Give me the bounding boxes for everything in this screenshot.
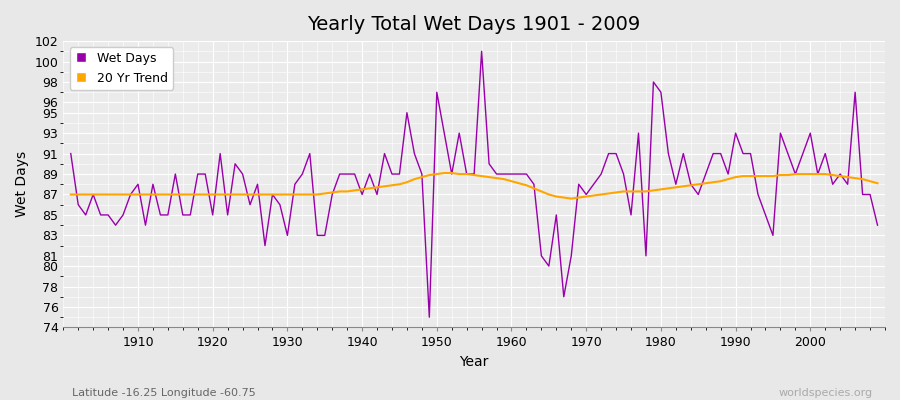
- Title: Yearly Total Wet Days 1901 - 2009: Yearly Total Wet Days 1901 - 2009: [308, 15, 641, 34]
- 20 Yr Trend: [125, 192, 136, 197]
- Wet Days: [514, 172, 525, 176]
- 20 Yr Trend: [506, 179, 517, 184]
- Line: Wet Days: Wet Days: [71, 51, 878, 317]
- Wet Days: [872, 223, 883, 228]
- 20 Yr Trend: [566, 196, 577, 201]
- 20 Yr Trend: [611, 190, 622, 195]
- 20 Yr Trend: [334, 189, 345, 194]
- Text: Latitude -16.25 Longitude -60.75: Latitude -16.25 Longitude -60.75: [72, 388, 256, 398]
- Wet Days: [611, 151, 622, 156]
- Y-axis label: Wet Days: Wet Days: [15, 151, 29, 217]
- Wet Days: [424, 315, 435, 320]
- Line: 20 Yr Trend: 20 Yr Trend: [71, 173, 878, 198]
- 20 Yr Trend: [290, 192, 301, 197]
- Wet Days: [290, 182, 301, 187]
- Wet Days: [334, 172, 345, 176]
- 20 Yr Trend: [66, 192, 77, 197]
- 20 Yr Trend: [439, 171, 450, 176]
- Wet Days: [476, 49, 487, 54]
- Text: worldspecies.org: worldspecies.org: [778, 388, 873, 398]
- Wet Days: [66, 151, 77, 156]
- Legend: Wet Days, 20 Yr Trend: Wet Days, 20 Yr Trend: [69, 47, 173, 90]
- Wet Days: [521, 172, 532, 176]
- Wet Days: [125, 192, 136, 197]
- X-axis label: Year: Year: [460, 355, 489, 369]
- 20 Yr Trend: [872, 181, 883, 186]
- 20 Yr Trend: [514, 181, 525, 186]
